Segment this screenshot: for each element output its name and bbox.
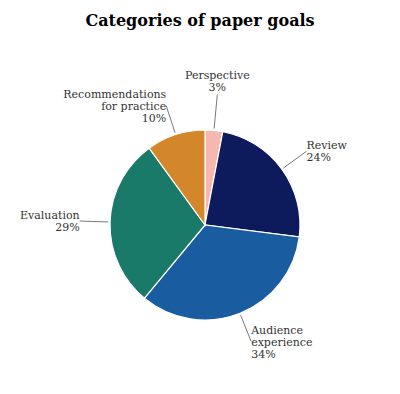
svg-text:Evaluation29%: Evaluation29%: [20, 209, 80, 234]
svg-text:Perspective3%: Perspective3%: [185, 69, 250, 94]
svg-text:Recommendationsfor practice10%: Recommendationsfor practice10%: [63, 88, 166, 125]
html-text:Categories of paper goals: Categories of paper goals: [85, 11, 315, 30]
svg-text:Audienceexperience34%: Audienceexperience34%: [250, 324, 312, 361]
svg-text:Review24%: Review24%: [306, 139, 347, 164]
